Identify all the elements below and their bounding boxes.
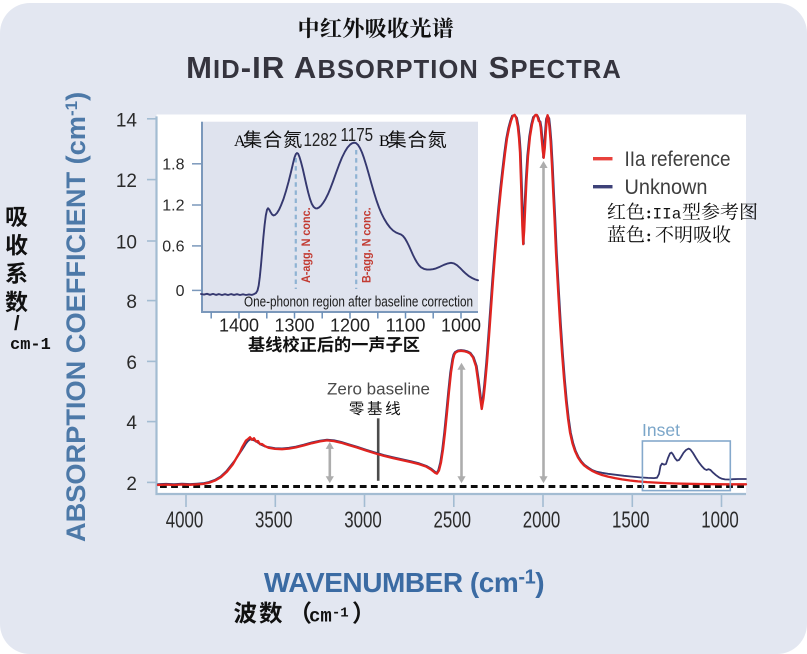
svg-text:10: 10 <box>116 233 137 254</box>
svg-text:1000: 1000 <box>441 316 481 336</box>
svg-text:WAVENUMBER (cm-1): WAVENUMBER (cm-1) <box>264 567 544 599</box>
svg-text:1282: 1282 <box>304 130 338 151</box>
svg-text:1400: 1400 <box>219 316 259 336</box>
svg-text:1300: 1300 <box>275 316 315 336</box>
svg-text:Unknown: Unknown <box>625 176 708 199</box>
svg-text:cm-1: cm-1 <box>10 336 51 355</box>
svg-text:1.8: 1.8 <box>162 156 184 173</box>
svg-text:1100: 1100 <box>386 316 426 336</box>
svg-text:0: 0 <box>176 283 185 300</box>
svg-text:1.2: 1.2 <box>162 198 184 215</box>
svg-text:ABSORPTION COEFFICIENT (cm-1): ABSORPTION COEFFICIENT (cm-1) <box>60 92 91 542</box>
svg-text:1000: 1000 <box>701 507 739 533</box>
svg-text:4: 4 <box>126 413 137 434</box>
svg-text:3000: 3000 <box>344 507 382 533</box>
svg-text:1500: 1500 <box>612 507 650 533</box>
svg-text:One-phonon region after baseli: One-phonon region after baseline correct… <box>244 295 473 311</box>
svg-text:IIa reference: IIa reference <box>625 148 731 171</box>
svg-text:B: B <box>379 133 390 150</box>
svg-text:6: 6 <box>126 353 137 374</box>
svg-text:IIa: IIa <box>653 206 682 224</box>
svg-text:Zero baseline: Zero baseline <box>327 380 430 399</box>
svg-text:2000: 2000 <box>523 507 561 533</box>
svg-text:3500: 3500 <box>255 507 293 533</box>
svg-text:8: 8 <box>126 292 137 313</box>
svg-text:MID-IR ABSORPTION SPECTRA: MID-IR ABSORPTION SPECTRA <box>186 50 622 85</box>
svg-text::: : <box>646 226 652 245</box>
svg-text:4000: 4000 <box>166 507 204 533</box>
svg-text:1175: 1175 <box>341 125 374 146</box>
svg-text:12: 12 <box>116 171 137 192</box>
svg-text:A: A <box>234 133 246 150</box>
svg-text:/: / <box>14 313 20 335</box>
svg-text:1200: 1200 <box>330 316 370 336</box>
svg-text:14: 14 <box>116 110 138 131</box>
svg-text:2: 2 <box>126 474 137 495</box>
svg-text::: : <box>646 204 652 223</box>
svg-text:A-agg. N conc.: A-agg. N conc. <box>301 207 313 283</box>
svg-text:2500: 2500 <box>434 507 472 533</box>
svg-text:B-agg. N conc.: B-agg. N conc. <box>361 207 373 283</box>
svg-text:0.6: 0.6 <box>162 239 184 256</box>
svg-text:Inset: Inset <box>642 420 680 440</box>
